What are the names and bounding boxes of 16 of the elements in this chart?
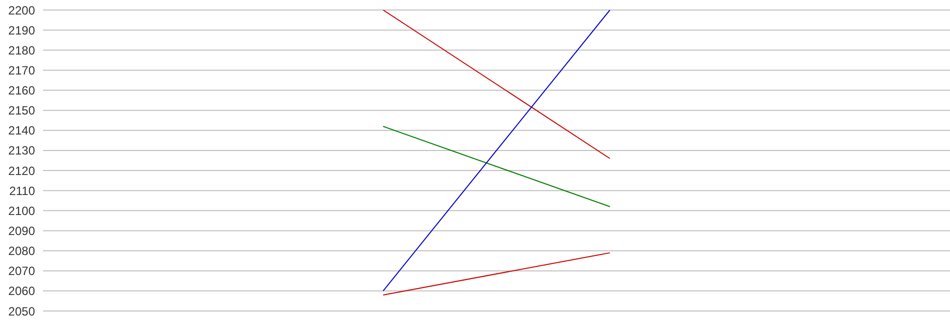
y-tick-label: 2110	[9, 184, 36, 198]
y-tick-label: 2080	[8, 244, 36, 258]
y-tick-label: 2060	[8, 284, 36, 298]
y-tick-label: 2180	[8, 43, 36, 58]
y-tick-label: 2100	[8, 204, 36, 218]
y-tick-label: 2130	[8, 144, 36, 158]
y-tick-label: 2150	[8, 104, 36, 118]
y-tick-label: 2170	[8, 63, 36, 78]
y-tick-label: 2070	[8, 264, 36, 278]
y-tick-label: 2120	[8, 164, 36, 178]
y-tick-label: 2090	[8, 224, 36, 238]
y-tick-label: 2050	[8, 304, 36, 318]
y-tick-label: 2200	[8, 3, 36, 18]
y-tick-label: 2190	[8, 23, 36, 38]
y-tick-label: 2160	[8, 84, 36, 98]
y-tick-label: 2140	[8, 124, 36, 138]
